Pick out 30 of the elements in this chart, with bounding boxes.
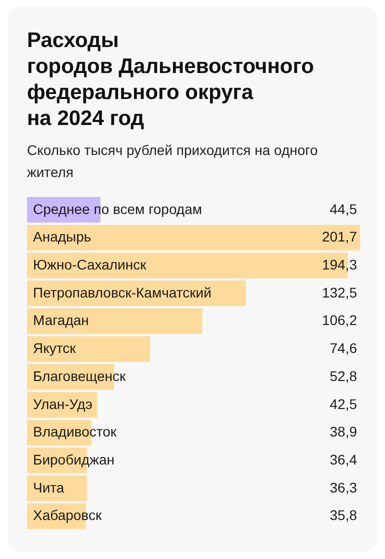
- y-tick-label: Анадырь: [33, 228, 92, 245]
- chart-subtitle: Сколько тысяч рублей приходится на одного жителя: [27, 141, 319, 182]
- y-tick-label: Владивосток: [33, 424, 118, 440]
- data-label: 201,7: [322, 228, 358, 245]
- data-label: 132,5: [322, 284, 358, 300]
- chart-title: Расходы городов Дальневосточного федерального округа на 2024 год: [27, 28, 316, 132]
- y-tick-label: Якутск: [33, 340, 77, 356]
- data-label: 42,5: [330, 396, 358, 412]
- data-label: 194,3: [322, 256, 358, 273]
- y-tick-label: Магадан: [33, 312, 89, 328]
- bar: [27, 224, 360, 250]
- y-tick-label: Благовещенск: [33, 368, 127, 384]
- data-label: 36,3: [330, 479, 358, 496]
- data-label: 106,2: [322, 312, 358, 328]
- data-label: 38,9: [330, 424, 358, 440]
- y-tick-label: Петропавловск-Камчатский: [33, 284, 212, 300]
- data-label: 74,6: [330, 340, 358, 356]
- y-tick-label: Биробиджан: [33, 451, 114, 468]
- bar: [27, 308, 202, 334]
- data-label: 36,4: [330, 451, 358, 468]
- y-tick-label: Среднее по всем городам: [33, 200, 202, 217]
- y-tick-label: Хабаровск: [33, 507, 102, 524]
- data-label: 44,5: [330, 200, 358, 217]
- data-label: 52,8: [330, 368, 358, 384]
- data-label: 35,8: [330, 507, 358, 524]
- y-tick-label: Чита: [33, 479, 64, 496]
- bar: [27, 476, 87, 502]
- bar: [27, 336, 150, 362]
- y-tick-label: Южно-Сахалинск: [33, 256, 148, 273]
- y-tick-label: Улан-Удэ: [33, 396, 93, 412]
